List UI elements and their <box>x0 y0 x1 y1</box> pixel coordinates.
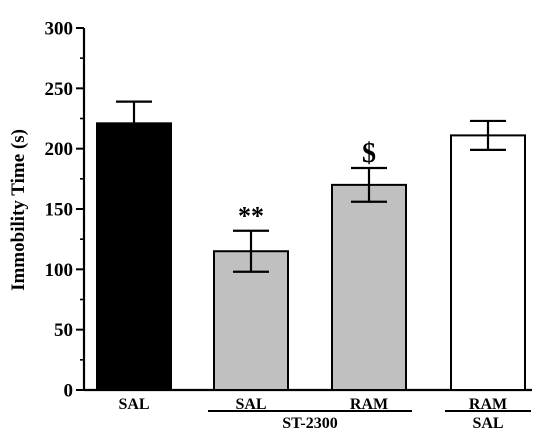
y-tick-label: 0 <box>64 381 74 402</box>
x-category-label: SAL <box>235 396 266 413</box>
chart-bars <box>96 100 526 392</box>
bar <box>96 122 172 392</box>
bar <box>450 134 526 391</box>
group-label: SAL <box>472 415 503 432</box>
y-tick-label: 100 <box>45 260 74 281</box>
group-label: ST-2300 <box>282 415 337 432</box>
y-axis-label: Immobility Time (s) <box>8 129 29 291</box>
chart-labels: SAL SAL RAM RAM ** $ ST-2300 SAL <box>118 138 531 432</box>
y-tick-label: 250 <box>45 79 74 100</box>
bar <box>213 250 289 391</box>
bar <box>331 183 407 391</box>
y-tick-label: 300 <box>45 19 74 40</box>
x-category-label: RAM <box>469 396 507 413</box>
x-category-label: RAM <box>350 396 388 413</box>
y-tick-label: 200 <box>45 139 74 160</box>
y-tick-label: 50 <box>54 320 73 341</box>
significance-marker: ** <box>238 202 264 231</box>
y-tick-label: 150 <box>45 200 74 221</box>
x-category-label: SAL <box>118 396 149 413</box>
significance-marker: $ <box>362 138 376 169</box>
